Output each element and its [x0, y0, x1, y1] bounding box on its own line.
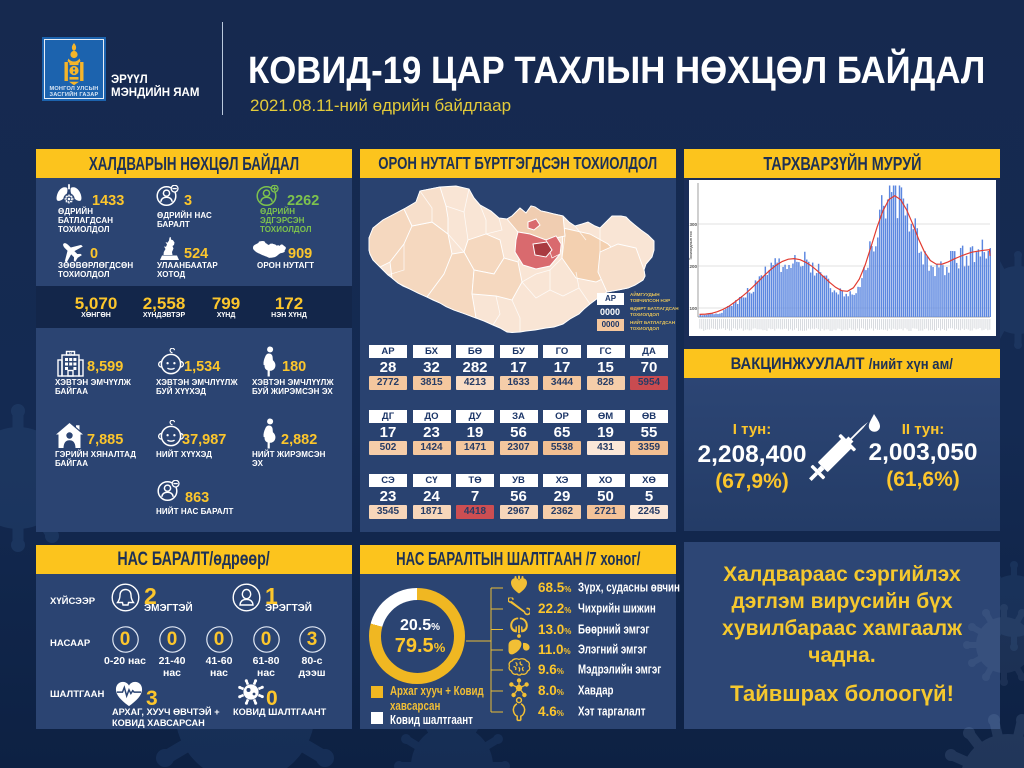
- svg-text:Тохиолдлын тоо: Тохиолдлын тоо: [689, 231, 693, 260]
- svg-text:200: 200: [689, 264, 697, 269]
- svg-text:300: 300: [689, 222, 697, 227]
- svg-text:H: H: [69, 352, 72, 356]
- svg-text:100: 100: [689, 306, 697, 311]
